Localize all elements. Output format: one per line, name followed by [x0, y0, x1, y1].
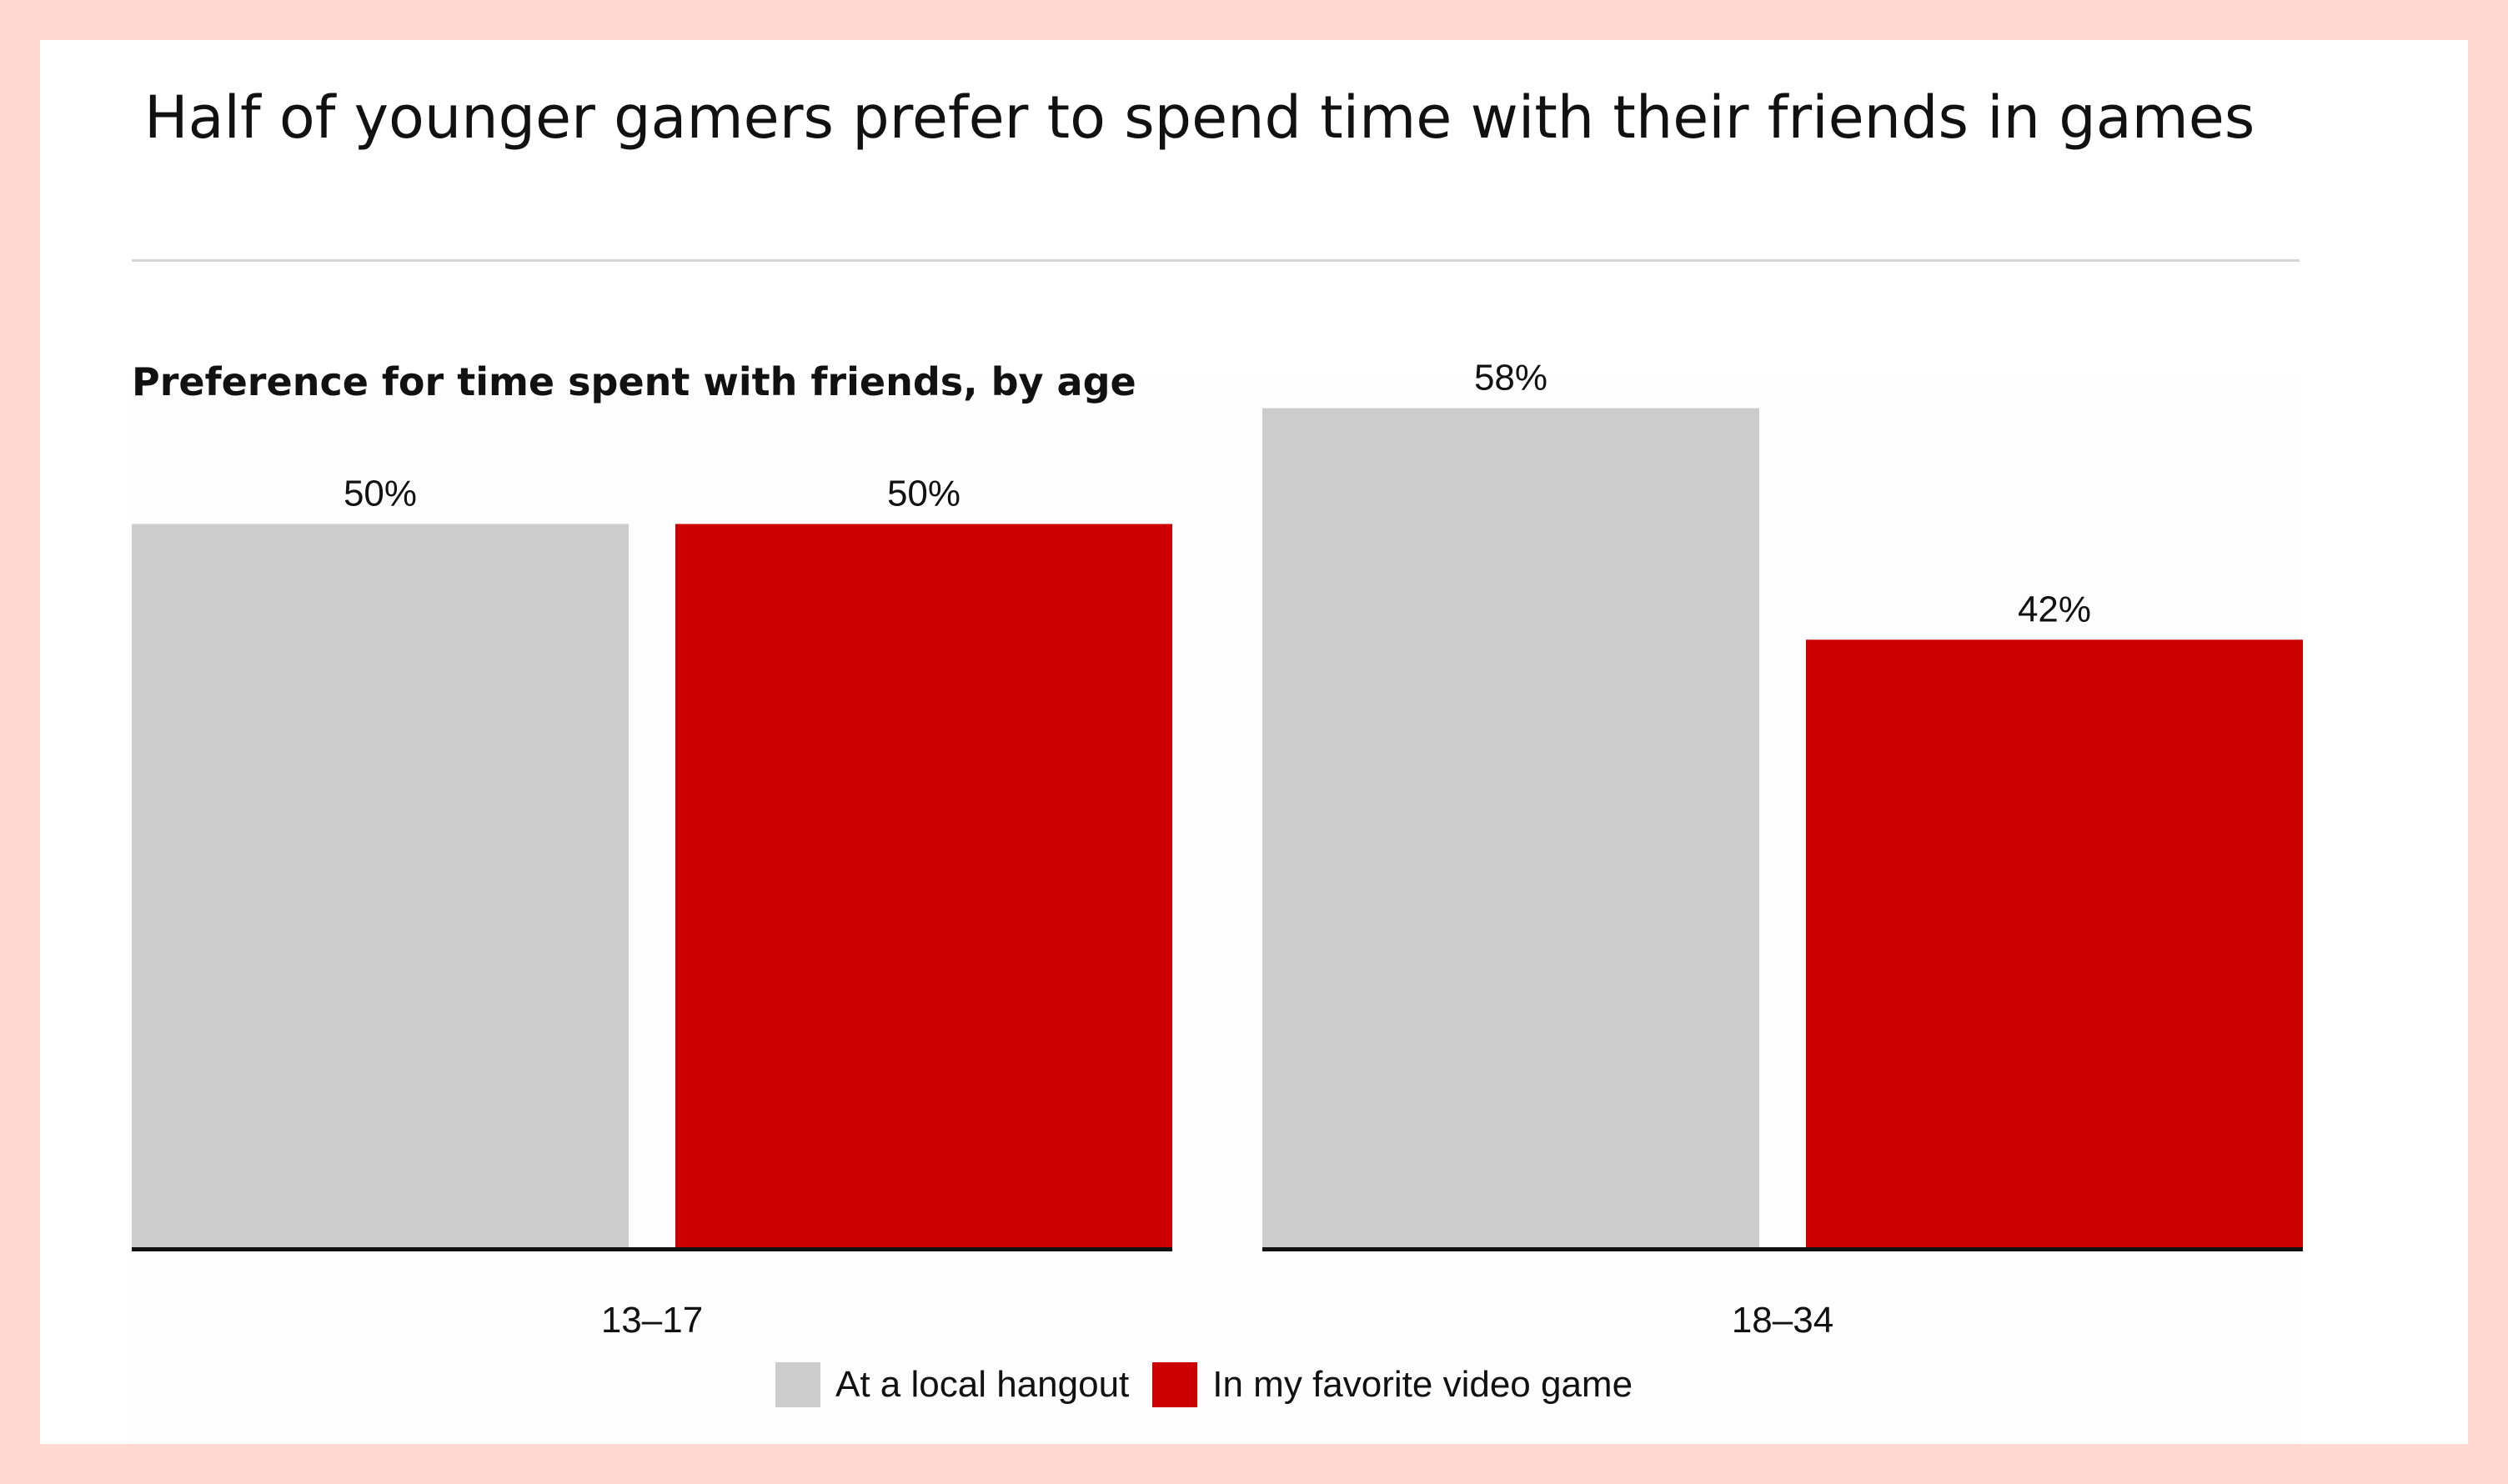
bar-chart: 50% 50% 13–17 58% 42% 18–34	[132, 358, 2303, 1341]
bar-hangout-18–34	[1262, 408, 1759, 1247]
legend-label-hangout: At a local hangout	[835, 1364, 1130, 1405]
bar-video-game-18–34	[1806, 639, 2303, 1247]
headline: Half of younger gamers prefer to spend t…	[144, 83, 2255, 152]
axis-baseline	[132, 1247, 1172, 1251]
data-label: 50%	[344, 474, 417, 514]
axis-baseline	[1262, 1247, 2303, 1251]
legend-item-video-game: In my favorite video game	[1152, 1362, 1633, 1407]
bar-hangout-13–17	[132, 524, 629, 1247]
bar-video-game-13–17	[675, 524, 1172, 1247]
chart-card: Half of younger gamers prefer to spend t…	[40, 40, 2468, 1444]
category-label: 18–34	[1732, 1300, 1833, 1341]
data-label: 58%	[1474, 358, 1547, 399]
chart-title: Preference for time spent with friends, …	[132, 359, 1136, 404]
category-label: 13–17	[601, 1300, 703, 1341]
legend-swatch-video-game	[1152, 1362, 1198, 1407]
data-label: 42%	[2018, 589, 2091, 629]
data-label: 50%	[887, 474, 961, 514]
legend-label-video-game: In my favorite video game	[1212, 1364, 1633, 1405]
legend: At a local hangout In my favorite video …	[775, 1362, 1656, 1407]
legend-swatch-hangout	[775, 1362, 820, 1407]
legend-item-hangout: At a local hangout	[775, 1362, 1129, 1407]
divider	[132, 259, 2300, 262]
